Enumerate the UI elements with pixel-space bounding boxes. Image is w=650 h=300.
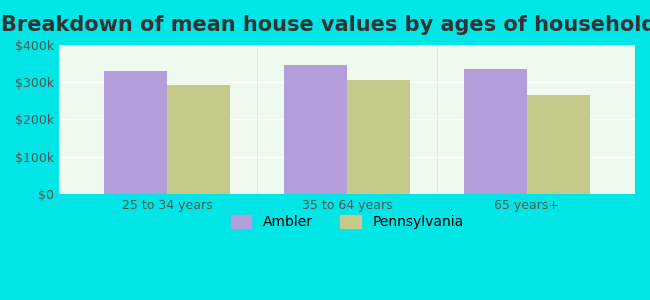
Bar bbox=[104, 71, 167, 194]
Legend: Ambler, Pennsylvania: Ambler, Pennsylvania bbox=[225, 210, 469, 235]
Bar bbox=[347, 80, 410, 194]
Title: Breakdown of mean house values by ages of householders: Breakdown of mean house values by ages o… bbox=[1, 15, 650, 35]
Bar bbox=[284, 65, 347, 194]
Bar bbox=[167, 85, 230, 194]
Bar bbox=[464, 69, 527, 194]
Bar bbox=[527, 95, 590, 194]
